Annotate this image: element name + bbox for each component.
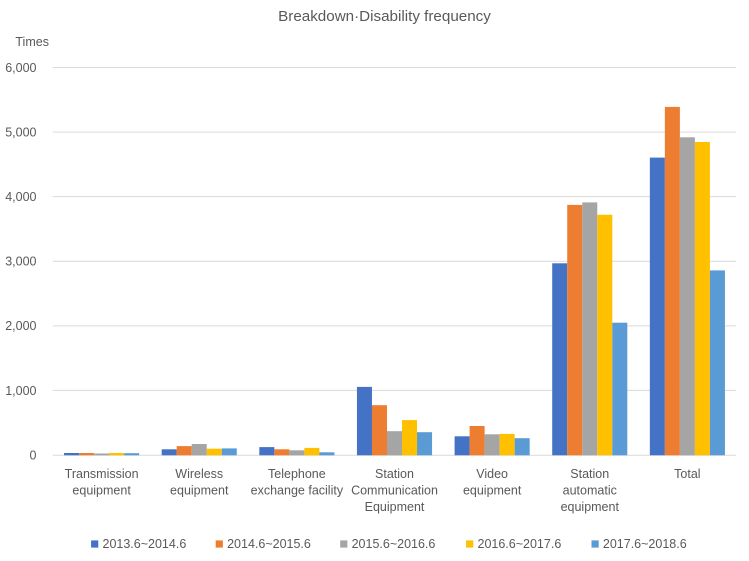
svg-text:automatic: automatic xyxy=(563,483,617,497)
svg-text:2013.6~2014.6: 2013.6~2014.6 xyxy=(103,537,187,551)
svg-text:equipment: equipment xyxy=(170,483,229,497)
svg-text:Transmission: Transmission xyxy=(65,467,139,481)
svg-text:exchange facility: exchange facility xyxy=(251,483,344,497)
svg-text:5,000: 5,000 xyxy=(5,125,36,139)
svg-text:Total: Total xyxy=(674,467,700,481)
svg-text:2016.6~2017.6: 2016.6~2017.6 xyxy=(478,537,562,551)
svg-text:2,000: 2,000 xyxy=(5,319,36,333)
svg-text:Times: Times xyxy=(15,35,49,49)
svg-text:Video: Video xyxy=(476,467,508,481)
svg-text:equipment: equipment xyxy=(463,483,522,497)
svg-text:2014.6~2015.6: 2014.6~2015.6 xyxy=(227,537,311,551)
svg-text:Equipment: Equipment xyxy=(365,500,425,514)
svg-text:2017.6~2018.6: 2017.6~2018.6 xyxy=(603,537,687,551)
svg-text:Station: Station xyxy=(375,467,414,481)
svg-text:Wireless: Wireless xyxy=(175,467,223,481)
svg-text:3,000: 3,000 xyxy=(5,255,36,269)
svg-text:Telephone: Telephone xyxy=(268,467,326,481)
svg-text:equipment: equipment xyxy=(561,500,620,514)
svg-text:Station: Station xyxy=(570,467,609,481)
svg-text:equipment: equipment xyxy=(72,483,131,497)
svg-text:6,000: 6,000 xyxy=(5,61,36,75)
svg-text:Communication: Communication xyxy=(351,483,438,497)
svg-text:0: 0 xyxy=(30,448,37,462)
svg-text:1,000: 1,000 xyxy=(5,384,36,398)
svg-text:4,000: 4,000 xyxy=(5,190,36,204)
svg-text:2015.6~2016.6: 2015.6~2016.6 xyxy=(352,537,436,551)
svg-text:Breakdown·Disability frequency: Breakdown·Disability frequency xyxy=(278,8,491,25)
